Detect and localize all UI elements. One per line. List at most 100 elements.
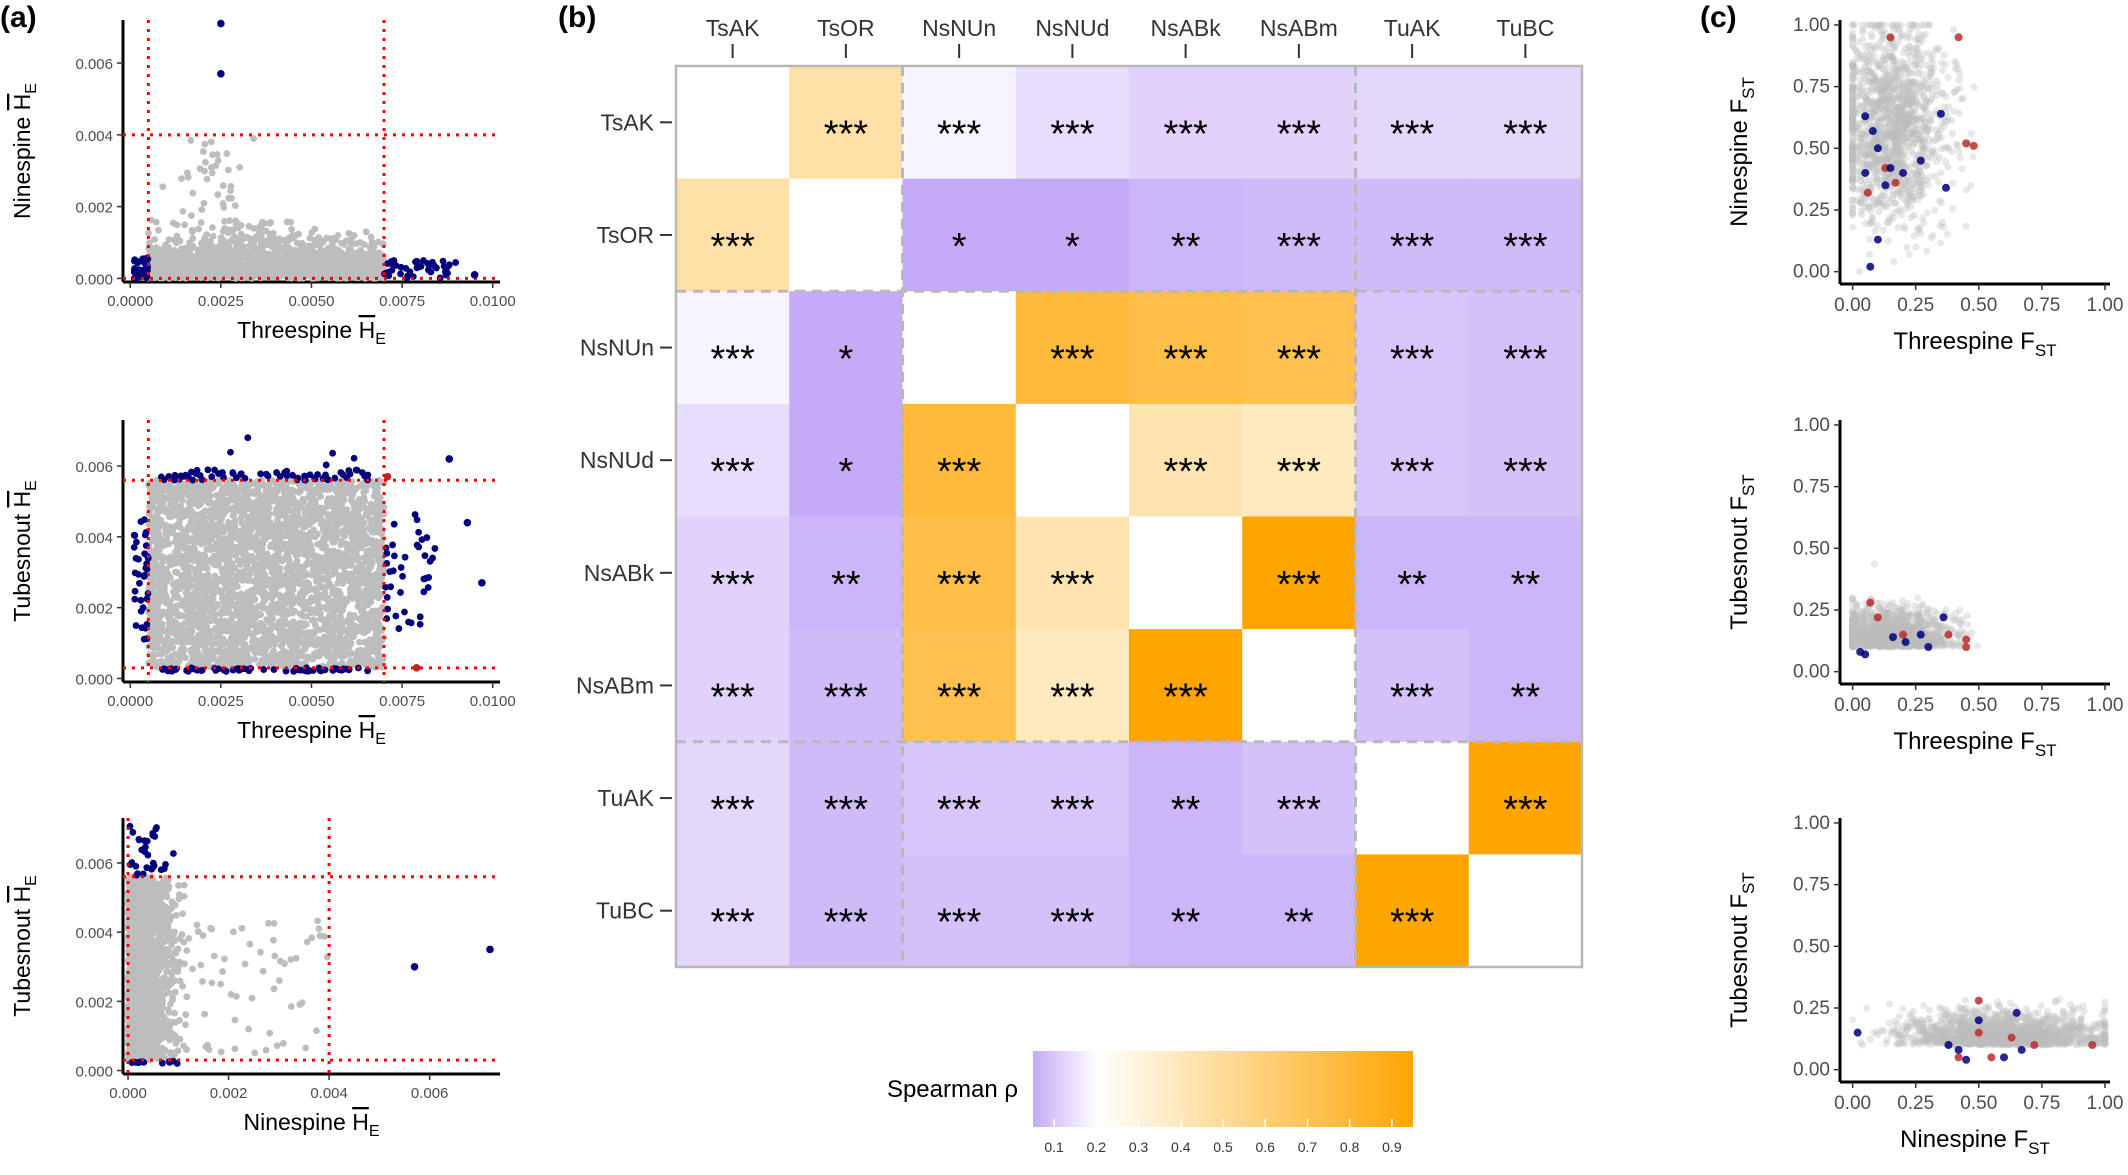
outlier-point — [439, 257, 447, 265]
background-point — [347, 545, 355, 553]
background-point — [284, 567, 291, 575]
background-point — [211, 246, 219, 254]
background-point — [281, 250, 289, 258]
background-point — [157, 657, 165, 665]
background-point — [168, 527, 176, 535]
background-point — [149, 489, 157, 496]
background-point — [258, 225, 266, 233]
background-point — [153, 273, 161, 280]
background-point — [221, 574, 229, 582]
background-point — [213, 259, 220, 267]
background-point — [334, 554, 342, 562]
background-point — [214, 601, 221, 608]
background-point — [342, 516, 349, 524]
background-point — [348, 614, 356, 621]
background-point — [311, 533, 319, 541]
background-point — [339, 595, 347, 603]
points-layer — [130, 135, 460, 282]
background-point — [324, 653, 332, 660]
background-point — [287, 259, 294, 267]
background-point — [237, 246, 245, 253]
background-point — [187, 212, 195, 220]
background-point — [345, 560, 353, 568]
background-point — [354, 624, 362, 632]
background-point — [341, 572, 349, 580]
background-point — [201, 646, 209, 654]
background-point — [252, 606, 260, 613]
background-point — [154, 644, 162, 652]
background-point — [370, 611, 378, 619]
background-point — [173, 578, 181, 586]
background-point — [375, 504, 383, 511]
background-point — [219, 238, 226, 246]
background-point — [349, 582, 357, 590]
background-point — [294, 653, 301, 661]
background-point — [315, 481, 322, 489]
background-point — [311, 236, 319, 244]
points-layer — [130, 434, 439, 675]
background-point — [265, 553, 273, 561]
background-point — [275, 496, 282, 504]
background-point — [188, 226, 196, 234]
background-point — [331, 622, 339, 630]
background-point — [304, 512, 312, 520]
background-point — [191, 589, 199, 597]
y-tick-label: 0.000 — [75, 271, 113, 288]
background-point — [159, 183, 167, 191]
background-point — [180, 555, 187, 563]
background-point — [357, 526, 365, 533]
background-point — [255, 523, 263, 530]
background-point — [279, 532, 287, 540]
background-point — [187, 535, 195, 543]
panel-label-b: (b) — [558, 1, 596, 34]
background-point — [227, 581, 235, 589]
background-point — [251, 562, 259, 570]
background-point — [308, 655, 316, 663]
background-point — [188, 638, 195, 646]
background-point — [225, 194, 233, 202]
background-point — [321, 264, 328, 271]
background-point — [183, 566, 191, 574]
background-point — [350, 272, 358, 279]
background-point — [167, 637, 175, 645]
background-point — [323, 498, 331, 506]
background-point — [154, 550, 162, 557]
background-point — [196, 531, 204, 539]
background-point — [291, 498, 299, 505]
background-point — [242, 593, 250, 601]
background-point — [198, 206, 206, 214]
background-point — [145, 229, 152, 237]
background-point — [367, 233, 375, 241]
background-point — [275, 235, 283, 243]
background-point — [250, 589, 258, 597]
background-point — [225, 166, 232, 174]
background-point — [292, 257, 300, 265]
background-point — [287, 265, 294, 273]
background-point — [245, 505, 252, 512]
background-point — [242, 631, 250, 638]
background-point — [188, 628, 196, 635]
background-point — [187, 137, 195, 144]
outlier-point — [420, 257, 427, 264]
background-point — [286, 539, 294, 547]
background-point — [208, 517, 215, 525]
background-point — [277, 642, 285, 650]
background-point — [335, 509, 343, 517]
background-point — [291, 232, 299, 239]
background-point — [203, 175, 211, 183]
background-point — [278, 523, 286, 531]
y-tick-label: 0.002 — [75, 200, 113, 217]
background-point — [226, 217, 234, 224]
background-point — [276, 538, 284, 546]
background-point — [162, 248, 170, 256]
background-point — [217, 524, 224, 532]
background-point — [214, 191, 222, 199]
background-point — [291, 571, 298, 579]
outlier-point — [440, 263, 448, 270]
background-point — [253, 497, 261, 505]
background-point — [328, 557, 336, 565]
background-point — [286, 582, 294, 590]
background-point — [177, 646, 185, 654]
background-point — [226, 533, 234, 541]
x-tick-label: 0.0050 — [289, 693, 335, 710]
